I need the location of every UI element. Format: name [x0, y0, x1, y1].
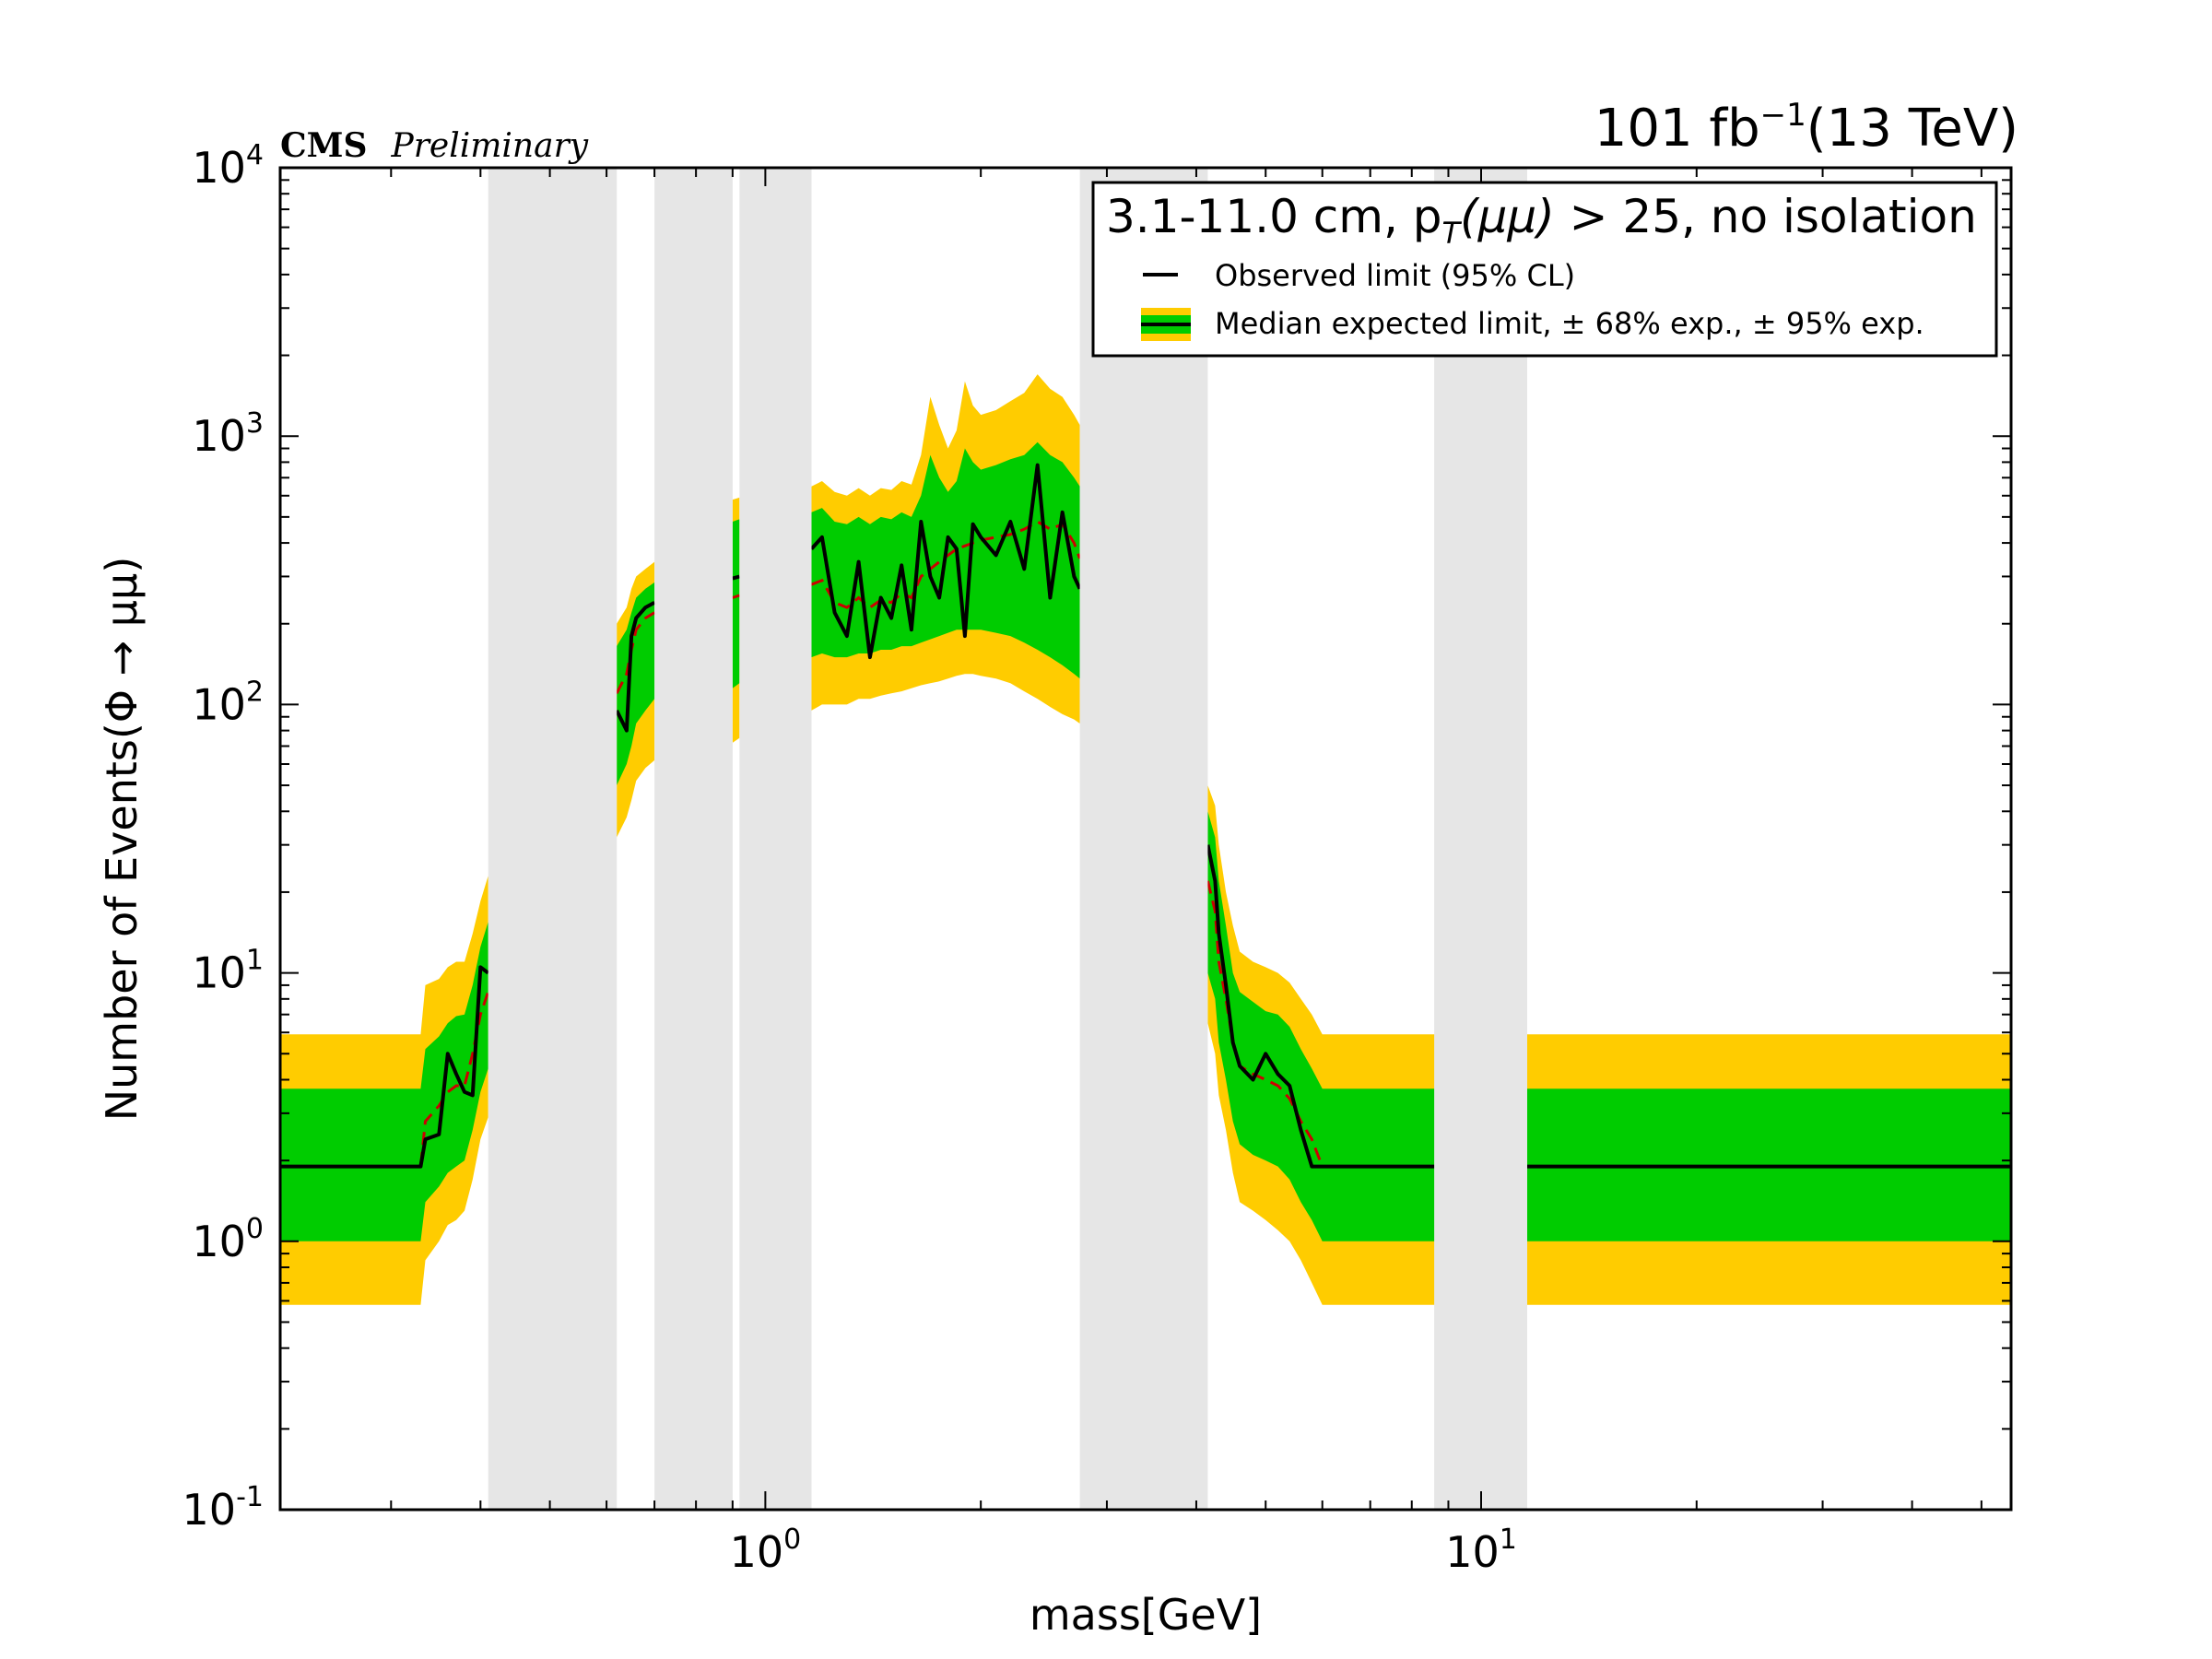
observed-line-segment-4 — [1206, 844, 2011, 1169]
excluded-region-2 — [739, 168, 812, 1510]
y-tick-label: 104 — [192, 139, 264, 193]
legend-box — [1091, 181, 1998, 358]
y-tick-label: 100 — [192, 1213, 264, 1266]
x-tick-label: 101 — [1445, 1524, 1517, 1577]
lumi-label: 101 fb−1(13 TeV) — [1594, 97, 2018, 159]
y-tick-label: 101 — [192, 945, 264, 998]
y-axis-title: Number of Events(Φ → μμ) — [97, 557, 147, 1122]
legend-expected-label: Median expected limit, ± 68% exp., ± 95%… — [1215, 306, 1924, 341]
x-axis-title: mass[GeV] — [1030, 1590, 1262, 1640]
excluded-region-3 — [1079, 168, 1208, 1510]
band-68-segment-4 — [1207, 811, 2011, 1241]
legend-title: 3.1-11.0 cm, pT(μμ) > 25, no isolation — [1106, 190, 1977, 251]
axis-ticks: 100 101 10-1 100 101 102 103 104 — [182, 139, 2011, 1577]
observed-line-segment-3 — [809, 463, 1082, 660]
excluded-region-1 — [654, 168, 733, 1510]
plot-frame — [278, 166, 2013, 1512]
legend: 3.1-11.0 cm, pT(μμ) > 25, no isolation O… — [1091, 181, 1998, 358]
x-tick-label: 100 — [730, 1524, 802, 1577]
lumi-value: 101 fb — [1594, 99, 1760, 159]
observed-line-segment-0 — [280, 965, 489, 1169]
experiment-name: CMS — [280, 126, 368, 165]
cms-label: CMS Preliminary — [280, 126, 589, 165]
limit-lines — [280, 463, 2011, 1169]
y-tick-label: 103 — [192, 407, 264, 461]
observed-line-segment-1 — [615, 600, 656, 733]
band-68-segment-1 — [617, 582, 655, 786]
legend-observed-label: Observed limit (95% CL) — [1215, 258, 1575, 293]
expected-line-segment-1 — [615, 611, 655, 694]
expected-line-segment-4 — [1206, 880, 2011, 1169]
band-68-segment-2 — [732, 519, 740, 688]
y-tick-label: 102 — [192, 676, 264, 729]
y-tick-label: 10-1 — [182, 1481, 264, 1535]
status-label: Preliminary — [391, 127, 589, 165]
excluded-region-4 — [1434, 168, 1527, 1510]
band-68-segment-0 — [280, 922, 488, 1241]
excluded-mass-regions — [488, 168, 1527, 1510]
expected-line-segment-3 — [810, 520, 1082, 609]
lumi-exponent: −1 — [1760, 97, 1806, 134]
excluded-region-0 — [488, 168, 618, 1510]
lumi-energy: (13 TeV) — [1806, 99, 2018, 159]
observed-line-segment-2 — [732, 574, 740, 581]
expected-line-segment-2 — [732, 594, 740, 599]
